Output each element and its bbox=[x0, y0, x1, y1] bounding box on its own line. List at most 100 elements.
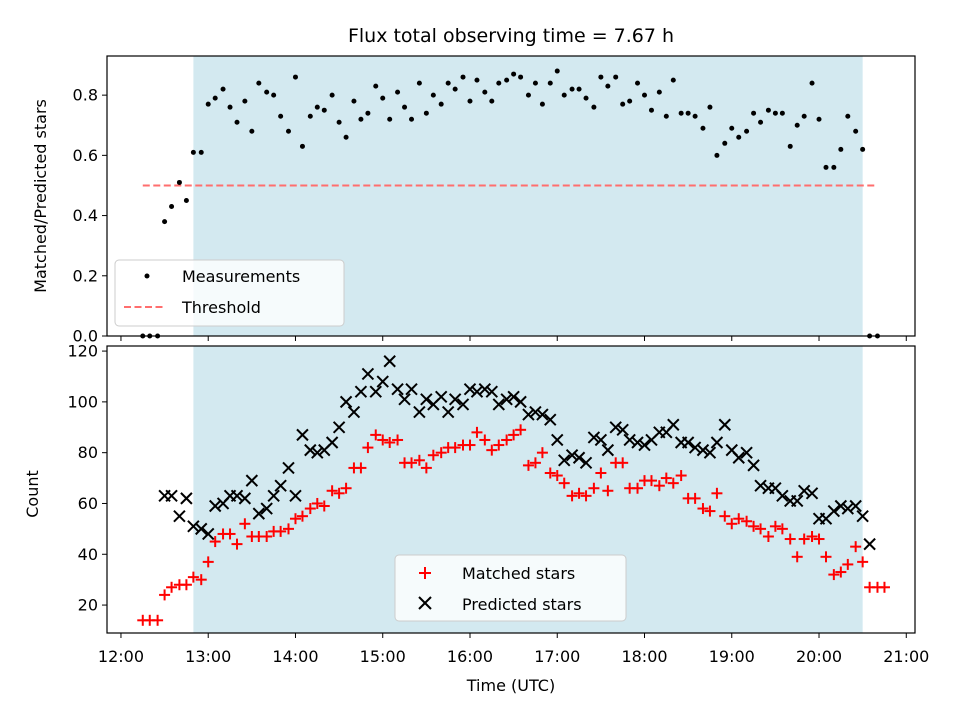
matched-stars-point bbox=[508, 429, 520, 441]
matched-stars-point bbox=[355, 462, 367, 474]
legend-predicted-marker bbox=[418, 596, 432, 610]
plot-frame bbox=[106, 345, 916, 634]
measurement-point bbox=[351, 98, 357, 104]
matched-stars-point bbox=[515, 424, 527, 436]
predicted-stars-point bbox=[376, 375, 389, 388]
measurement-point bbox=[452, 86, 458, 92]
plot-frame bbox=[106, 55, 916, 337]
measurement-point bbox=[801, 113, 807, 119]
matched-stars-point bbox=[813, 533, 825, 545]
predicted-stars-point bbox=[688, 441, 702, 454]
predicted-stars-point bbox=[325, 436, 339, 449]
measurement-point bbox=[511, 71, 517, 77]
predicted-stars-point bbox=[500, 393, 513, 406]
y-tick-label: 60 bbox=[78, 494, 98, 513]
predicted-stars-point bbox=[195, 522, 208, 536]
measurement-point bbox=[176, 179, 182, 185]
y-tick-label: 40 bbox=[78, 545, 98, 564]
matched-stars-point bbox=[842, 558, 854, 570]
x-axis-title: Time (UTC) bbox=[466, 676, 555, 695]
predicted-stars-point bbox=[718, 418, 731, 431]
matched-stars-point bbox=[195, 574, 207, 586]
matched-stars-point bbox=[420, 462, 432, 474]
matched-stars-point bbox=[850, 541, 862, 553]
matched-stars-point bbox=[377, 434, 389, 446]
legend-threshold-label: Threshold bbox=[181, 298, 261, 317]
matched-stars-point bbox=[566, 490, 578, 502]
measurement-point bbox=[569, 86, 575, 92]
top-legend: Measurements Threshold bbox=[114, 259, 345, 327]
predicted-stars-point bbox=[587, 431, 601, 444]
matched-stars-point bbox=[653, 480, 665, 492]
bottom-legend-box bbox=[394, 554, 627, 622]
predicted-stars-point bbox=[339, 395, 353, 409]
matched-stars-point bbox=[392, 434, 404, 446]
matched-stars-point bbox=[878, 581, 890, 593]
predicted-stars-point bbox=[631, 436, 644, 449]
matched-stars-point bbox=[261, 530, 273, 542]
predicted-stars-point bbox=[834, 499, 848, 513]
measurement-point bbox=[685, 110, 691, 116]
measurement-point bbox=[489, 98, 495, 104]
measurement-point bbox=[329, 92, 335, 98]
predicted-stars-point bbox=[565, 449, 579, 462]
matched-stars-point bbox=[435, 447, 447, 459]
measurement-point bbox=[234, 119, 240, 125]
matched-stars-point bbox=[726, 518, 738, 530]
measurement-point bbox=[445, 80, 451, 86]
measurement-point bbox=[460, 74, 466, 80]
measurement-point bbox=[722, 140, 728, 146]
measurement-point bbox=[365, 110, 371, 116]
measurement-point bbox=[838, 146, 844, 152]
measurement-point bbox=[787, 143, 793, 149]
x-tick-label: 19:00 bbox=[709, 647, 755, 666]
measurement-point bbox=[249, 128, 255, 134]
measurement-point bbox=[656, 89, 662, 95]
predicted-stars-point bbox=[747, 459, 760, 472]
measurement-point bbox=[518, 74, 524, 80]
predicted-stars-point bbox=[544, 413, 557, 426]
measurement-point bbox=[271, 92, 277, 98]
matched-stars-point bbox=[820, 551, 832, 563]
predicted-stars-point bbox=[797, 484, 811, 497]
matched-stars-point bbox=[544, 467, 556, 479]
measurement-point bbox=[278, 113, 284, 119]
predicted-stars-point bbox=[434, 390, 448, 404]
matched-stars-point bbox=[413, 454, 425, 466]
measurement-point bbox=[765, 107, 771, 113]
bottom-legend: Matched stars Predicted stars bbox=[394, 554, 627, 622]
measurement-point bbox=[256, 80, 262, 86]
measurement-point bbox=[190, 149, 196, 155]
measurement-point bbox=[402, 104, 408, 110]
matched-stars-point bbox=[493, 439, 505, 451]
measurement-point bbox=[358, 116, 364, 122]
matched-stars-point bbox=[501, 434, 513, 446]
y-tick-label: 0.2 bbox=[73, 266, 98, 285]
measurement-point bbox=[482, 89, 488, 95]
predicted-stars-point bbox=[703, 446, 717, 459]
predicted-stars-point bbox=[616, 423, 629, 437]
predicted-stars-point bbox=[282, 461, 295, 475]
measurement-point bbox=[758, 119, 764, 125]
matched-stars-point bbox=[296, 510, 308, 522]
measurement-point bbox=[547, 80, 553, 86]
measurement-point bbox=[423, 110, 429, 116]
measurement-point bbox=[576, 86, 582, 92]
predicted-stars-point bbox=[311, 446, 324, 459]
measurement-point bbox=[292, 74, 298, 80]
predicted-stars-point bbox=[601, 443, 615, 457]
matched-stars-point bbox=[711, 487, 723, 499]
matched-stars-point bbox=[239, 518, 251, 530]
predicted-stars-point bbox=[470, 385, 484, 398]
predicted-stars-point bbox=[529, 405, 542, 419]
matched-stars-point bbox=[755, 523, 767, 535]
matched-stars-point bbox=[406, 457, 418, 469]
measurement-point bbox=[620, 101, 626, 107]
measurement-point bbox=[831, 164, 837, 170]
measurement-point bbox=[321, 107, 327, 113]
ratio-panel: 0.00.20.40.60.8 Matched/Predicted stars … bbox=[31, 55, 916, 346]
predicted-stars-point bbox=[369, 385, 382, 398]
measurement-point bbox=[627, 98, 633, 104]
predicted-stars-point bbox=[405, 382, 418, 396]
matched-stars-point bbox=[311, 497, 323, 509]
